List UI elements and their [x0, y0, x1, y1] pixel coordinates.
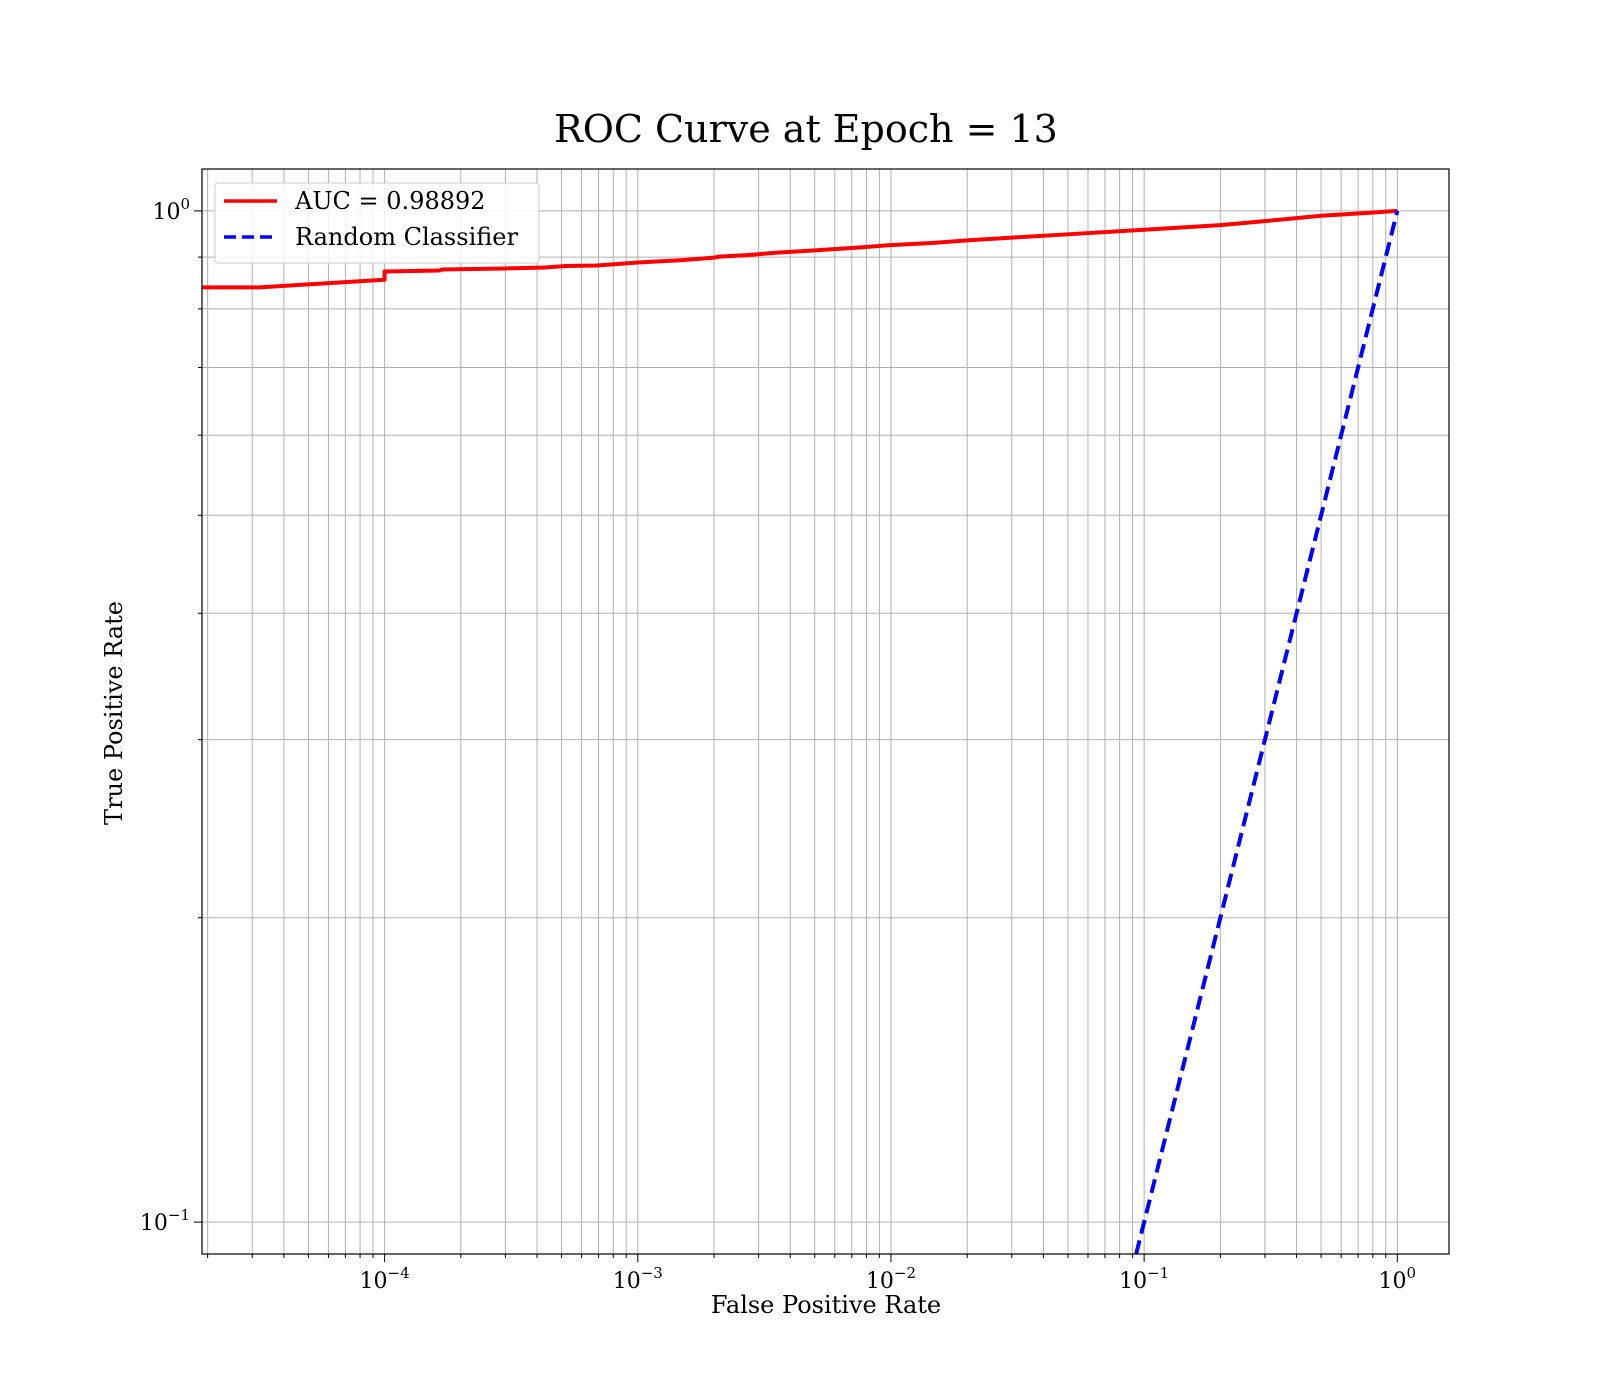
y-tick-label: 10−1	[140, 1206, 190, 1236]
x-axis-label: False Positive Rate	[711, 1291, 941, 1319]
minor-grid	[202, 169, 1449, 1254]
chart-title: ROC Curve at Epoch = 13	[554, 107, 1058, 151]
roc-curve-line	[202, 208, 1398, 290]
x-tick-label: 10−1	[1119, 1264, 1169, 1294]
legend-label-auc: AUC = 0.98892	[294, 187, 486, 215]
legend: AUC = 0.98892 Random Classifier	[214, 182, 540, 264]
plot-frame	[201, 168, 1450, 1255]
legend-label-random-classifier: Random Classifier	[295, 223, 518, 251]
tick-marks	[194, 210, 1398, 1262]
x-tick-label: 10−2	[866, 1264, 916, 1294]
x-tick-label: 10−3	[613, 1264, 663, 1294]
y-tick-label: 100	[152, 195, 190, 225]
tick-labels: 10−4 10−3 10−2 10−1 100 100 10−1	[140, 195, 1416, 1294]
random-classifier-line	[1134, 210, 1400, 1254]
legend-box	[214, 182, 540, 264]
series-layer	[202, 208, 1400, 1254]
x-tick-label: 10−4	[360, 1264, 410, 1294]
legend-entry-random-classifier: Random Classifier	[224, 223, 518, 251]
legend-entry-auc: AUC = 0.98892	[224, 187, 486, 215]
x-tick-label: 100	[1379, 1264, 1417, 1294]
y-axis-label: True Positive Rate	[100, 601, 128, 825]
